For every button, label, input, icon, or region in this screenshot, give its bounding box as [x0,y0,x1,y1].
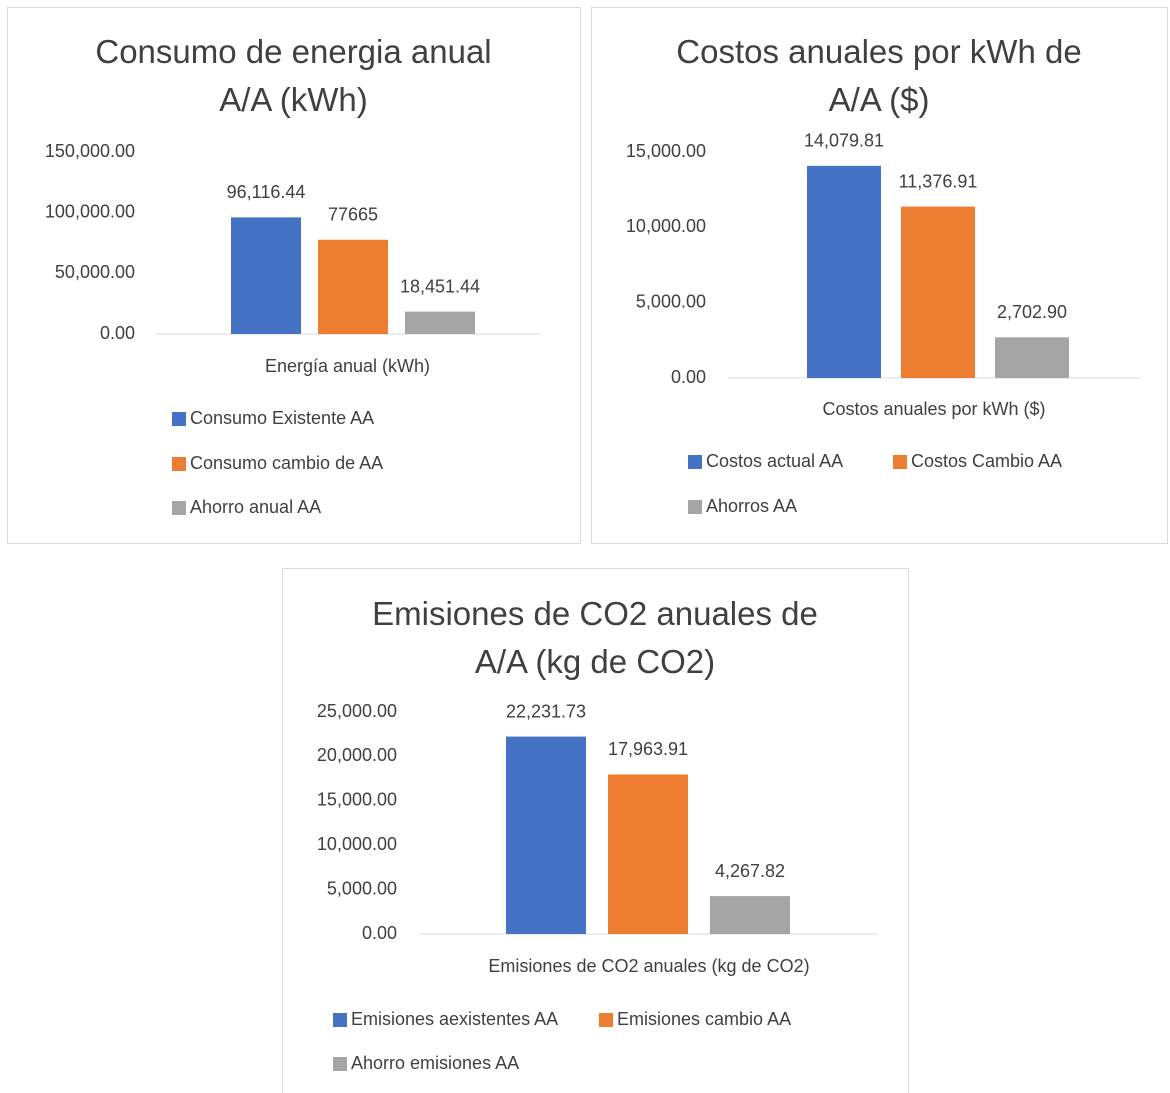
data-label: 22,231.73 [506,701,586,721]
y-tick-label: 15,000.00 [626,141,706,161]
y-tick-label: 20,000.00 [317,745,397,765]
bar [608,774,688,934]
bar [405,311,475,334]
y-tick-label: 10,000.00 [317,834,397,854]
legend-label: Consumo Existente AA [190,408,374,428]
data-label: 18,451.44 [400,276,480,296]
legend-label: Costos actual AA [706,451,843,471]
legend-swatch [688,455,702,469]
chart-border [591,7,1168,544]
y-tick-label: 5,000.00 [636,291,706,311]
bar [506,736,586,934]
chart-title: Emisiones de CO2 anuales de A/A (kg de C… [372,595,818,680]
y-tick-label: 0.00 [362,923,397,943]
legend-label: Ahorros AA [706,496,797,516]
data-label: 11,376.91 [899,171,978,191]
y-tick-label: 10,000.00 [626,216,706,236]
legend-label: Emisiones cambio AA [617,1009,791,1029]
data-label: 14,079.81 [804,131,884,151]
legend-swatch [599,1013,613,1027]
data-label: 4,267.82 [715,861,785,881]
legend-label: Ahorro emisiones AA [351,1053,519,1073]
data-label: 17,963.91 [608,739,688,759]
legend-label: Ahorro anual AA [190,497,321,517]
data-label: 2,702.90 [997,302,1067,322]
bar [231,217,301,334]
y-tick-label: 5,000.00 [327,878,397,898]
y-tick-label: 150,000.00 [45,141,135,161]
legend-swatch [172,501,186,515]
y-tick-label: 0.00 [100,323,135,343]
bar [901,206,975,378]
legend-label: Consumo cambio de AA [190,453,383,473]
legend-label: Costos Cambio AA [911,451,1062,471]
bar [995,337,1069,378]
legend-swatch [172,412,186,426]
x-tick-label: Costos anuales por kWh ($) [822,399,1045,419]
chart-title: Costos anuales por kWh de A/A ($) [676,33,1082,118]
x-tick-label: Emisiones de CO2 anuales (kg de CO2) [488,956,809,976]
data-label: 77665 [328,205,378,225]
legend-swatch [333,1057,347,1071]
bar [318,239,388,334]
bar [807,165,881,378]
y-tick-label: 100,000.00 [45,201,135,221]
x-tick-label: Energía anual (kWh) [265,356,430,376]
legend-swatch [333,1013,347,1027]
y-tick-label: 15,000.00 [317,790,397,810]
y-tick-label: 25,000.00 [317,701,397,721]
legend-label: Emisiones aexistentes AA [351,1009,558,1029]
y-tick-label: 0.00 [671,367,706,387]
legend-swatch [893,455,907,469]
legend-swatch [172,457,186,471]
y-tick-label: 50,000.00 [55,262,135,282]
chart-border [7,7,581,544]
chart-title: Consumo de energia anual A/A (kWh) [95,33,492,118]
data-label: 96,116.44 [227,182,306,202]
legend-swatch [688,500,702,514]
bar [710,896,790,934]
chart-border [282,568,909,1093]
